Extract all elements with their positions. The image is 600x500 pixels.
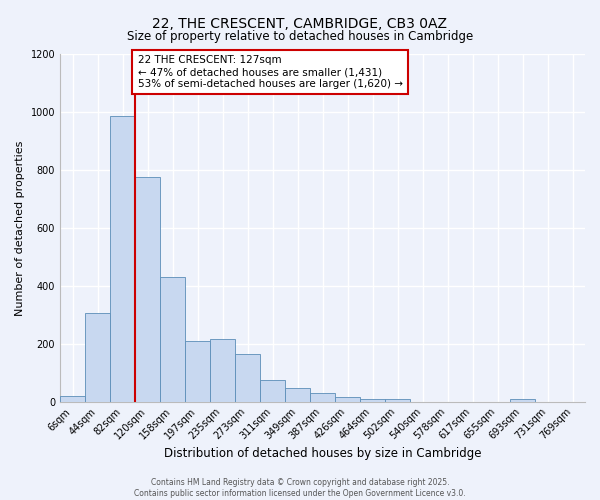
Bar [235,354,260,402]
Bar [335,398,360,402]
Text: 22 THE CRESCENT: 127sqm
← 47% of detached houses are smaller (1,431)
53% of semi: 22 THE CRESCENT: 127sqm ← 47% of detache… [137,56,403,88]
Y-axis label: Number of detached properties: Number of detached properties [15,140,25,316]
Bar [510,399,535,402]
Bar [60,396,85,402]
X-axis label: Distribution of detached houses by size in Cambridge: Distribution of detached houses by size … [164,447,481,460]
Bar [110,116,135,402]
Bar [160,277,185,402]
Bar [285,388,310,402]
Bar [135,177,160,402]
Text: Contains HM Land Registry data © Crown copyright and database right 2025.
Contai: Contains HM Land Registry data © Crown c… [134,478,466,498]
Bar [85,314,110,402]
Bar [185,341,210,402]
Bar [310,393,335,402]
Bar [360,399,385,402]
Bar [210,340,235,402]
Bar [385,400,410,402]
Text: Size of property relative to detached houses in Cambridge: Size of property relative to detached ho… [127,30,473,43]
Bar [260,380,285,402]
Text: 22, THE CRESCENT, CAMBRIDGE, CB3 0AZ: 22, THE CRESCENT, CAMBRIDGE, CB3 0AZ [152,18,448,32]
